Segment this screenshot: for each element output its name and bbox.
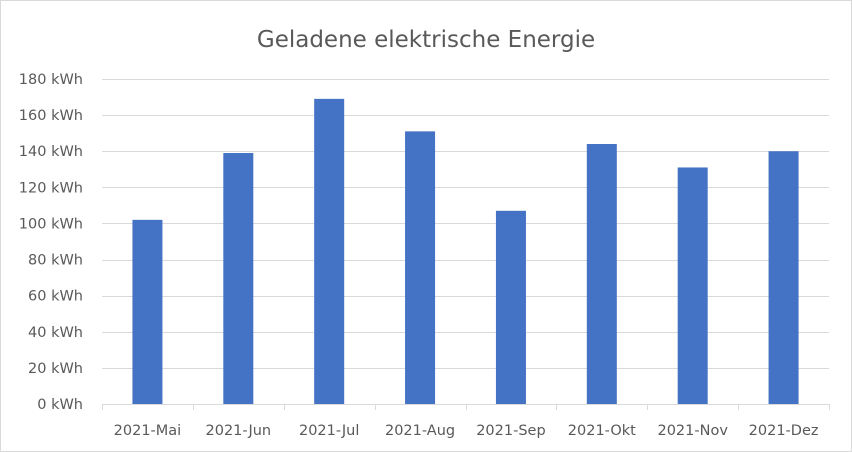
x-tick-label: 2021-Jun: [206, 423, 272, 439]
x-tick-label: 2021-Okt: [568, 423, 636, 439]
bar: [132, 219, 163, 404]
y-tick-label: 80 kWh: [28, 253, 83, 269]
x-tick-label: 2021-Mai: [114, 423, 182, 439]
x-axis-ticks: 2021-Mai 2021-Jun 2021-Jul 2021-Aug 2021-Sep…: [114, 423, 819, 439]
bar: [768, 151, 799, 404]
y-tick-label: 20 kWh: [28, 361, 83, 377]
x-tick-label: 2021-Sep: [476, 423, 545, 439]
y-tick-label: 180 kWh: [19, 72, 83, 88]
bar: [314, 98, 345, 404]
y-tick-label: 60 kWh: [28, 289, 83, 305]
y-tick-label: 120 kWh: [19, 180, 83, 196]
gridlines: [102, 79, 830, 410]
y-tick-label: 100 kWh: [19, 216, 83, 232]
y-tick-label: 0 kWh: [37, 397, 83, 413]
y-tick-label: 160 kWh: [19, 108, 83, 124]
x-tick-label: 2021-Nov: [657, 423, 728, 439]
bar: [223, 153, 254, 404]
x-tick-label: 2021-Aug: [385, 423, 455, 439]
bar: [677, 167, 708, 404]
x-tick-label: 2021-Jul: [299, 423, 359, 439]
bar: [495, 210, 526, 404]
y-axis-ticks: 0 kWh 20 kWh 40 kWh 60 kWh 80 kWh 100 kWh 120 …: [19, 72, 83, 413]
bar: [586, 144, 617, 404]
y-tick-label: 40 kWh: [28, 325, 83, 341]
bars: [132, 98, 799, 404]
chart-title: Geladene elektrische Energie: [257, 27, 595, 53]
bar: [405, 131, 436, 404]
y-tick-label: 140 kWh: [19, 144, 83, 160]
x-tick-label: 2021-Dez: [749, 423, 819, 439]
